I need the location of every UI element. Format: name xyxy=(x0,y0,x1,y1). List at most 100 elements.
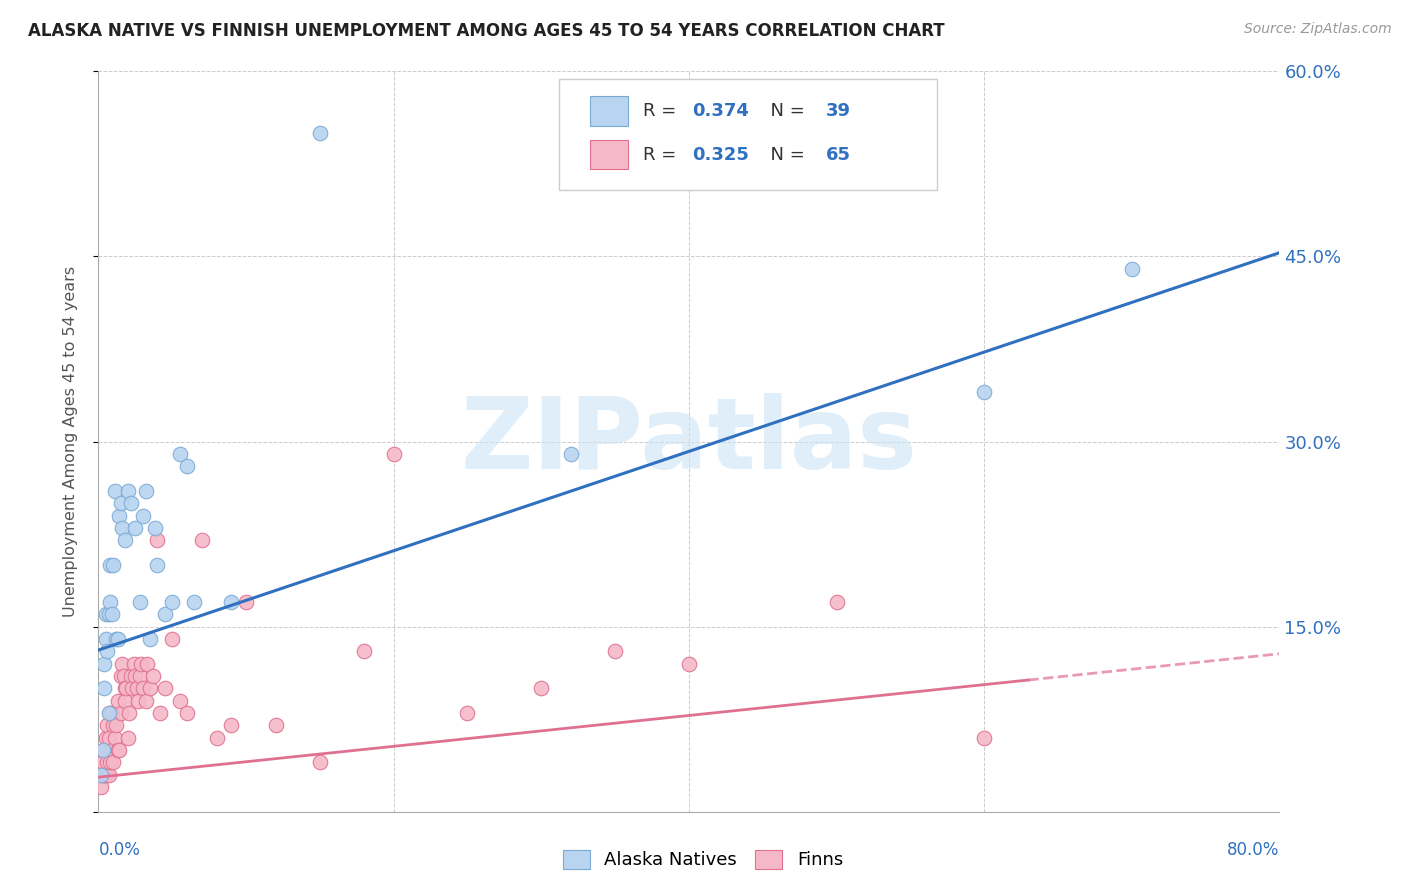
Point xyxy=(530,681,553,696)
Point xyxy=(221,718,243,732)
FancyBboxPatch shape xyxy=(589,96,627,126)
Point xyxy=(560,447,582,461)
Text: 0.374: 0.374 xyxy=(693,103,749,120)
Point xyxy=(142,669,165,683)
Text: ALASKA NATIVE VS FINNISH UNEMPLOYMENT AMONG AGES 45 TO 54 YEARS CORRELATION CHAR: ALASKA NATIVE VS FINNISH UNEMPLOYMENT AM… xyxy=(28,22,945,40)
Point xyxy=(605,644,627,658)
Point xyxy=(96,756,118,770)
Point xyxy=(132,508,155,523)
Text: 0.325: 0.325 xyxy=(693,145,749,163)
Point xyxy=(108,743,131,757)
Point xyxy=(97,767,120,781)
Point xyxy=(1121,261,1143,276)
Point xyxy=(111,657,134,671)
Text: 65: 65 xyxy=(825,145,851,163)
Point xyxy=(100,607,122,622)
Text: 0.0%: 0.0% xyxy=(98,841,141,859)
Point xyxy=(107,743,129,757)
Point xyxy=(93,657,115,671)
Point xyxy=(94,632,117,646)
Point xyxy=(169,694,191,708)
Point xyxy=(103,718,125,732)
Point xyxy=(103,756,125,770)
Point xyxy=(108,508,131,523)
Point xyxy=(139,632,162,646)
FancyBboxPatch shape xyxy=(589,139,627,169)
Point xyxy=(90,767,112,781)
Point xyxy=(191,533,214,548)
Point xyxy=(110,496,132,510)
Point xyxy=(93,743,115,757)
Point xyxy=(128,595,150,609)
Point xyxy=(114,694,136,708)
Point xyxy=(97,731,120,745)
Point xyxy=(176,459,198,474)
Point xyxy=(107,632,129,646)
Point xyxy=(132,681,155,696)
Point xyxy=(97,607,120,622)
Point xyxy=(104,731,127,745)
Point xyxy=(309,126,332,140)
Point xyxy=(104,483,127,498)
Point xyxy=(128,669,150,683)
Point xyxy=(90,780,112,794)
Point xyxy=(110,706,132,720)
Point xyxy=(117,731,139,745)
Point xyxy=(114,681,136,696)
Text: N =: N = xyxy=(759,145,810,163)
Text: N =: N = xyxy=(759,103,810,120)
Point xyxy=(98,706,121,720)
Point xyxy=(93,767,115,781)
Point xyxy=(124,521,146,535)
Point xyxy=(149,706,172,720)
Point xyxy=(105,632,128,646)
Point xyxy=(382,447,405,461)
Point xyxy=(825,595,848,609)
Point xyxy=(91,743,114,757)
Point xyxy=(973,385,995,400)
Y-axis label: Unemployment Among Ages 45 to 54 years: Unemployment Among Ages 45 to 54 years xyxy=(63,266,77,617)
Point xyxy=(100,743,122,757)
Point xyxy=(162,632,183,646)
Point xyxy=(235,595,257,609)
Text: ZIPatlas: ZIPatlas xyxy=(461,393,917,490)
Point xyxy=(105,718,128,732)
Point xyxy=(120,496,142,510)
Point xyxy=(121,681,143,696)
Point xyxy=(98,595,121,609)
Point xyxy=(183,595,205,609)
Point xyxy=(117,483,139,498)
Point xyxy=(94,607,117,622)
Point xyxy=(96,644,118,658)
Text: R =: R = xyxy=(643,145,682,163)
Text: 80.0%: 80.0% xyxy=(1227,841,1279,859)
Legend: Alaska Natives, Finns: Alaska Natives, Finns xyxy=(554,841,852,879)
Point xyxy=(122,657,145,671)
Point xyxy=(98,756,121,770)
Point xyxy=(89,767,111,781)
Point xyxy=(162,595,183,609)
Point xyxy=(678,657,700,671)
FancyBboxPatch shape xyxy=(560,78,936,190)
Point xyxy=(91,767,114,781)
Point xyxy=(115,681,138,696)
Point xyxy=(143,521,166,535)
Point xyxy=(120,669,142,683)
Text: 39: 39 xyxy=(825,103,851,120)
Point xyxy=(221,595,243,609)
Point xyxy=(94,731,117,745)
Point xyxy=(153,681,176,696)
Point xyxy=(309,756,332,770)
Point xyxy=(135,483,157,498)
Point xyxy=(136,657,159,671)
Point xyxy=(139,681,162,696)
Point xyxy=(118,706,141,720)
Point xyxy=(111,521,134,535)
Point xyxy=(205,731,228,745)
Point xyxy=(94,767,117,781)
Text: R =: R = xyxy=(643,103,682,120)
Point xyxy=(110,669,132,683)
Point xyxy=(98,558,121,572)
Point xyxy=(973,731,995,745)
Point xyxy=(135,694,157,708)
